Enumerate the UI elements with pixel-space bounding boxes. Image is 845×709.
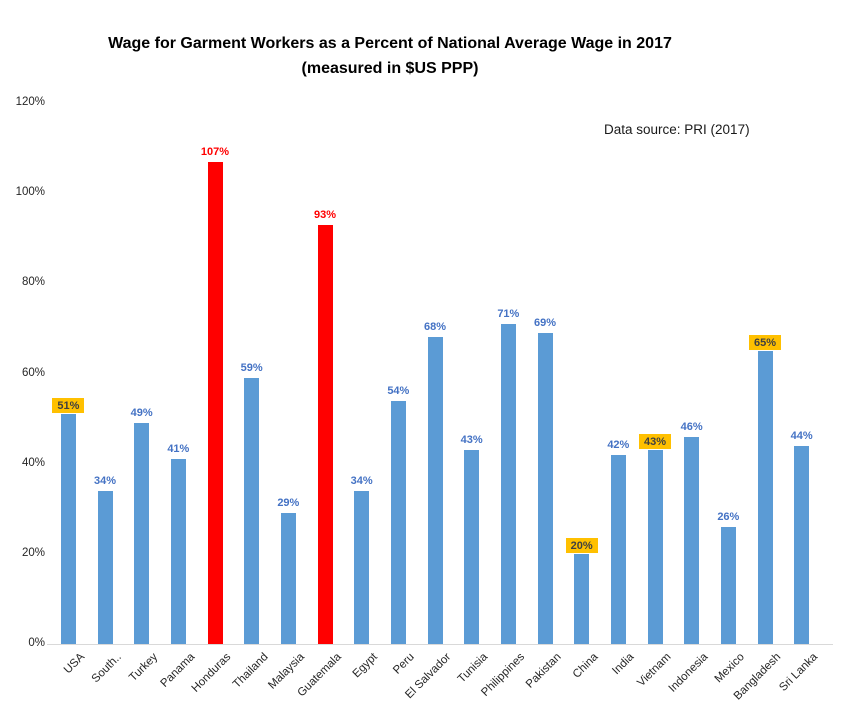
y-tick-label: 100%	[15, 186, 45, 199]
x-tick-label-south-: South..	[89, 651, 124, 686]
value-label: 71%	[497, 307, 520, 320]
value-label: 107%	[200, 145, 230, 158]
x-tick-label-tunisia: Tunisia	[455, 651, 491, 686]
bar-vietnam	[647, 450, 663, 644]
value-label-highlight-box: 20%	[565, 537, 598, 553]
bar-el-salvador	[427, 337, 443, 644]
x-axis-labels: USA South.. Turkey Panama Honduras Thailand Ma…	[50, 651, 821, 709]
x-tick-label-india: India	[610, 651, 637, 678]
value-label: 65%	[733, 334, 797, 350]
bar-tunisia	[464, 450, 480, 644]
bar-china	[574, 553, 590, 644]
bar-pakistan	[537, 332, 553, 644]
bar-indonesia	[684, 436, 700, 644]
plot-area: 51% 34% 49% 41% 107% 59% 29% 93% 34% 54% 68% 43% 71%…	[50, 103, 820, 644]
x-tick-label-pakistan: Pakistan	[523, 651, 564, 691]
value-label: 29%	[277, 497, 300, 510]
x-tick-label-turkey: Turkey	[127, 651, 161, 685]
value-label-highlight-box: 51%	[52, 398, 85, 414]
bar-honduras	[207, 161, 223, 644]
bar-peru	[390, 400, 406, 644]
x-tick-label-mexico: Mexico	[712, 651, 747, 686]
value-label: 59%	[240, 362, 263, 375]
bar-egypt	[354, 490, 370, 644]
value-label: 41%	[167, 443, 190, 456]
value-label: 43%	[623, 434, 687, 450]
value-label: 44%	[790, 429, 813, 442]
value-label: 43%	[460, 434, 483, 447]
value-label: 34%	[93, 474, 117, 487]
x-tick-label-sri-lanka: Sri Lanka	[777, 651, 821, 694]
bar-panama	[170, 459, 186, 644]
y-tick-label: 120%	[15, 96, 45, 108]
bar-bangladesh	[757, 350, 773, 644]
x-tick-label-thailand: Thailand	[230, 651, 271, 691]
value-label: 34%	[350, 474, 373, 487]
bar-south-	[97, 490, 113, 644]
y-tick-label: 40%	[21, 456, 45, 469]
bar-usa	[60, 414, 76, 644]
value-label-highlight-box: 43%	[638, 434, 672, 450]
y-tick-label: 0%	[28, 637, 45, 649]
x-axis-line	[47, 644, 833, 645]
bar-mexico	[720, 526, 736, 644]
value-label: 93%	[313, 208, 337, 221]
value-label: 20%	[550, 537, 614, 553]
value-label: 42%	[607, 438, 630, 451]
value-label: 68%	[423, 321, 447, 334]
data-source-annotation: Data source: PRI (2017)	[604, 122, 750, 137]
x-tick-label-china: China	[570, 651, 601, 681]
chart-title-line2: (measured in $US PPP)	[301, 59, 479, 77]
x-tick-label-peru: Peru	[391, 651, 417, 677]
bar-sri-lanka	[794, 445, 810, 644]
bar-thailand	[244, 378, 260, 644]
bar-guatemala	[317, 224, 333, 644]
chart-title: Wage for Garment Workers as a Percent of…	[0, 32, 780, 82]
y-tick-label: 20%	[21, 546, 45, 559]
value-label: 51%	[36, 398, 100, 414]
value-label-highlight-box: 65%	[748, 334, 782, 350]
bar-malaysia	[280, 513, 296, 644]
value-label: 69%	[533, 316, 557, 329]
y-tick-label: 60%	[21, 366, 45, 379]
y-axis: 0% 20% 40% 60% 80% 100% 120%	[0, 0, 45, 709]
y-tick-label: 80%	[21, 276, 45, 289]
value-label: 46%	[680, 420, 703, 433]
value-label: 54%	[387, 384, 410, 397]
chart-title-line1: Wage for Garment Workers as a Percent of…	[108, 35, 672, 52]
x-tick-label-egypt: Egypt	[350, 651, 381, 681]
value-label: 26%	[717, 510, 740, 523]
bar-turkey	[134, 423, 150, 644]
x-tick-label-usa: USA	[61, 651, 87, 677]
bar-philippines	[500, 323, 516, 644]
bar-india	[610, 454, 626, 644]
value-label: 49%	[130, 407, 153, 420]
x-tick-label-indonesia: Indonesia	[666, 651, 711, 695]
